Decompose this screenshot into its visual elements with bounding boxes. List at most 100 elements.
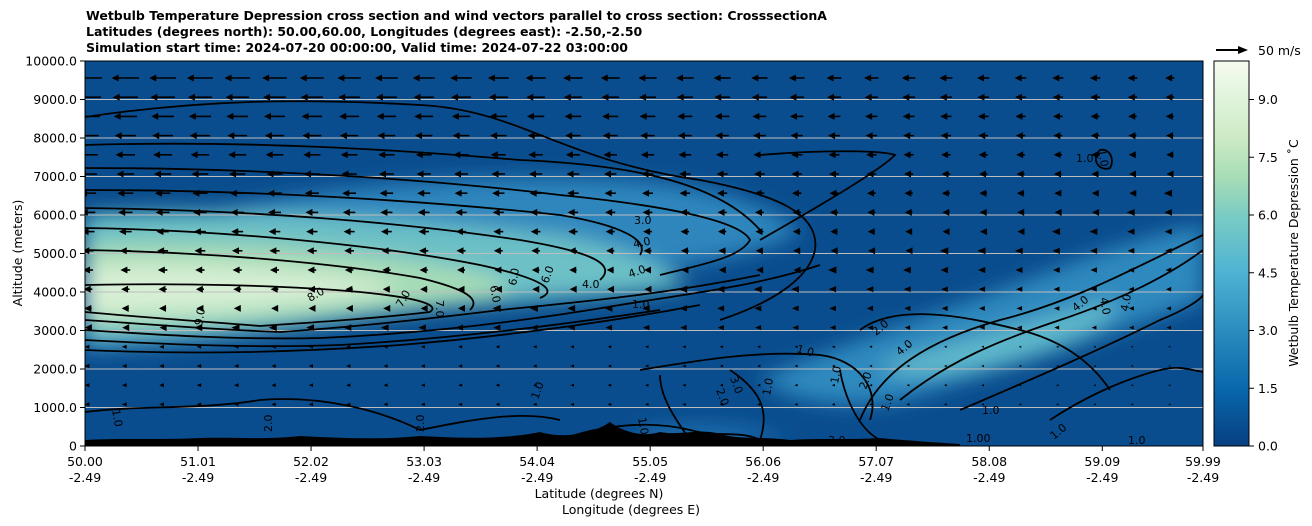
wind-arrow bbox=[493, 247, 503, 255]
wind-arrow bbox=[569, 266, 577, 274]
wind-arrow bbox=[940, 112, 952, 120]
wind-arrow bbox=[756, 266, 764, 274]
wind-arrow bbox=[308, 304, 316, 312]
depression-field: 3.0 4.0 4.0 4.0 1.0 8.0 7.0 7.0 9.0 6.0 … bbox=[85, 61, 1203, 446]
wind-arrow bbox=[979, 325, 985, 330]
wind-arrow bbox=[344, 247, 354, 255]
contour-label: 1.0 bbox=[109, 408, 125, 427]
wind-arrow bbox=[869, 383, 873, 387]
colorbar: 0.0 1.5 3.0 4.5 6.0 7.5 9.0 Wetbulb Temperatur… bbox=[1213, 60, 1301, 454]
wind-arrow bbox=[305, 208, 319, 216]
wind-arrow bbox=[570, 364, 574, 368]
wind-arrow bbox=[85, 96, 101, 98]
wind-arrow bbox=[563, 74, 583, 82]
wind-arrow bbox=[977, 247, 986, 255]
wind-arrow bbox=[1089, 74, 1101, 82]
wind-arrow bbox=[268, 324, 277, 332]
wind-arrow bbox=[1165, 286, 1172, 292]
chart-title-line1: Wetbulb Temperature Depression cross sec… bbox=[86, 8, 827, 23]
wind-arrow bbox=[792, 325, 799, 331]
shade-dry-core bbox=[85, 264, 400, 315]
shade-north-core bbox=[880, 300, 1116, 377]
wind-arrow bbox=[1128, 132, 1137, 140]
wind-arrow bbox=[680, 228, 690, 236]
y-axis-label: Altitude (meters) bbox=[10, 200, 25, 307]
wind-arrow bbox=[600, 74, 620, 82]
wind-arrow bbox=[715, 151, 729, 159]
wind-arrow bbox=[232, 266, 242, 274]
wind-arrow bbox=[420, 304, 428, 312]
wind-arrow bbox=[639, 93, 656, 101]
wind-arrow bbox=[679, 170, 691, 178]
wind-arrow bbox=[150, 93, 175, 101]
wind-arrow bbox=[191, 170, 209, 178]
wind-arrow bbox=[306, 228, 318, 236]
wind-arrow bbox=[153, 170, 172, 178]
wind-arrow bbox=[790, 132, 803, 140]
wind-arrow bbox=[940, 266, 949, 274]
wind-arrow bbox=[111, 74, 139, 82]
contour-label: 1.0 bbox=[1095, 148, 1111, 167]
wind-arrow bbox=[791, 285, 799, 293]
wind-arrow bbox=[905, 247, 913, 255]
wind-arrow bbox=[456, 247, 466, 255]
wind-arrow bbox=[567, 208, 579, 216]
wind-arrow bbox=[1168, 384, 1171, 387]
wind-arrow bbox=[530, 208, 541, 216]
wind-arrow bbox=[645, 345, 649, 349]
wind-arrow bbox=[865, 266, 874, 274]
wind-arrow bbox=[754, 208, 764, 216]
wind-arrow bbox=[939, 74, 953, 82]
x-axis-label-lon: Longitude (degrees E) bbox=[562, 502, 700, 517]
wind-arrow bbox=[941, 305, 948, 311]
wind-arrow bbox=[942, 208, 950, 216]
wind-arrow bbox=[789, 112, 804, 120]
wind-arrow bbox=[1016, 325, 1022, 330]
wind-arrow bbox=[525, 74, 546, 82]
wind-arrow bbox=[159, 304, 167, 312]
wind-arrow bbox=[382, 266, 391, 274]
contour-label: 7.0 bbox=[433, 300, 446, 318]
wind-arrow bbox=[85, 363, 90, 369]
wind-arrow bbox=[85, 208, 96, 216]
wind-arrow bbox=[682, 383, 686, 387]
wind-arrow bbox=[450, 74, 472, 82]
wind-arrow bbox=[159, 363, 164, 369]
contour-2-upper bbox=[85, 142, 761, 231]
y-tick-label: 5000.0 bbox=[33, 246, 77, 261]
wind-arrow bbox=[639, 112, 656, 120]
wind-arrow bbox=[752, 112, 767, 120]
wind-arrow bbox=[121, 285, 130, 293]
wind-arrow bbox=[196, 402, 202, 407]
wind-arrow bbox=[603, 151, 618, 159]
wind-arrow bbox=[415, 151, 432, 159]
wind-arrow bbox=[346, 344, 351, 349]
wind-arrow bbox=[340, 151, 358, 159]
wind-arrow bbox=[382, 285, 391, 293]
wind-arrow bbox=[121, 383, 127, 388]
wind-arrow bbox=[419, 247, 429, 255]
contour-16 bbox=[859, 234, 1203, 421]
wind-arrow bbox=[271, 383, 276, 388]
wind-arrow bbox=[271, 364, 276, 368]
contour-label: 2.0 bbox=[262, 415, 275, 433]
wind-arrow bbox=[869, 345, 873, 349]
x-tick-label-lon: -2.49 bbox=[1187, 470, 1219, 485]
wind-arrow bbox=[791, 151, 803, 159]
wind-arrow bbox=[343, 228, 355, 236]
terrain bbox=[85, 422, 960, 446]
wind-arrow bbox=[303, 170, 320, 178]
wind-arrow bbox=[302, 132, 322, 140]
chart-title-line2: Latitudes (degrees north): 50.00,60.00, … bbox=[86, 24, 643, 39]
wind-arrow bbox=[719, 383, 724, 387]
wind-arrow bbox=[494, 285, 502, 293]
wind-arrow bbox=[753, 285, 762, 293]
wind-arrow bbox=[826, 74, 842, 82]
contour-label: 2.0 bbox=[713, 387, 731, 408]
wind-arrow bbox=[375, 93, 397, 101]
wind-arrow bbox=[981, 364, 984, 368]
wind-arrow bbox=[791, 305, 799, 312]
wind-arrow bbox=[530, 228, 541, 236]
contour-label: 9.0 bbox=[192, 307, 208, 326]
